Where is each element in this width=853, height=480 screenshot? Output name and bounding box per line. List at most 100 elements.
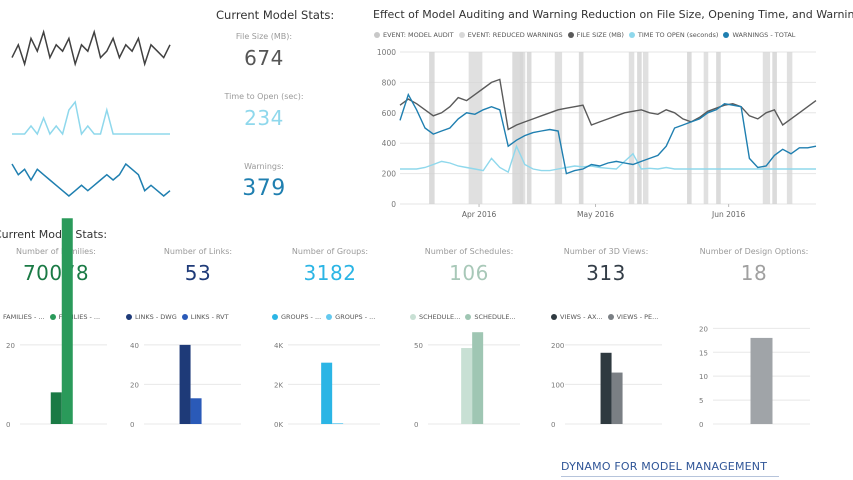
legend-label: LINKS - RVT [190, 313, 229, 321]
legend-dot-icon [49, 314, 56, 320]
legend-dot-icon [126, 314, 132, 320]
legend-label: LINKS - DWG [135, 313, 177, 321]
y-tick-label: 100 [551, 381, 564, 389]
footer-underline [561, 476, 779, 477]
legend-label: TIME TO OPEN (seconds) [637, 31, 719, 39]
legend-item[interactable]: SCHEDULE... [410, 313, 460, 321]
sparkline-warnings [11, 162, 171, 197]
bar-chart-schedules: 0 50 [414, 332, 520, 429]
bar[interactable] [611, 372, 623, 424]
y-tick-label: 0 [130, 421, 134, 429]
main-chart-legend: EVENT: MODEL AUDIT EVENT: REDUCED WARNING… [374, 31, 800, 39]
bar[interactable] [179, 344, 191, 424]
y-tick-label: 0K [274, 421, 283, 429]
legend-dot-icon [410, 314, 416, 320]
legend-dot-icon [628, 32, 635, 38]
x-tick-label: May 2016 [577, 210, 614, 219]
sparkline-path [11, 162, 171, 197]
kpi-label: Number of 3D Views: [563, 247, 649, 256]
legend-label: VIEWS - AX... [560, 313, 603, 321]
legend-dot-icon [374, 32, 380, 38]
bar[interactable] [190, 398, 202, 424]
bar-chart-groups: 0K 2K 4K [274, 342, 380, 429]
legend-label: VIEWS - PE... [616, 313, 659, 321]
legend-item[interactable]: WARNINGS - TOTAL [723, 31, 795, 39]
time-to-open-label: Time to Open (sec): [224, 92, 304, 101]
y-tick-label: 0 [414, 421, 418, 429]
y-tick-label: 4K [274, 342, 283, 350]
bar[interactable] [472, 332, 484, 424]
event-band [628, 52, 635, 204]
bar-chart-legend: FAMILIES - ... FAMILIES - ... [0, 313, 105, 321]
y-tick-label: 15 [699, 349, 708, 357]
y-tick-label: 600 [382, 109, 397, 118]
legend-dot-icon [181, 314, 188, 320]
bar[interactable] [750, 337, 773, 424]
event-band [429, 52, 435, 204]
time-to-open-value: 234 [244, 106, 284, 130]
sparkline-path [12, 100, 170, 136]
legend-item[interactable]: VIEWS - PE... [607, 313, 659, 321]
legend-item[interactable]: SCHEDULE... [465, 313, 516, 321]
kpi-value: 313 [586, 261, 626, 285]
legend-label: WARNINGS - TOTAL [732, 31, 796, 39]
legend-item[interactable]: FILE SIZE (MB) [567, 31, 624, 39]
legend-dot-icon [458, 32, 465, 38]
y-tick-label: 40 [130, 342, 139, 350]
bar-chart-design-options: 0 5 10 15 20 [699, 325, 810, 429]
bar[interactable] [321, 362, 333, 424]
legend-label: EVENT: REDUCED WARNINGS [467, 31, 563, 39]
legend-item[interactable]: FAMILIES - ... [0, 313, 45, 321]
bar-chart-legend: GROUPS - ... GROUPS - ... [272, 313, 380, 321]
event-band [716, 52, 721, 204]
event-band [762, 52, 771, 204]
legend-item[interactable]: GROUPS - ... [272, 313, 321, 321]
bar-chart-legend: VIEWS - AX... VIEWS - PE... [551, 313, 663, 321]
y-tick-label: 800 [382, 78, 397, 87]
bar-chart-3d-views: 0 100 200 [551, 342, 662, 429]
kpi-label: Number of Groups: [291, 247, 369, 256]
legend-dot-icon [607, 314, 614, 320]
event-band [519, 52, 526, 204]
warnings-value: 379 [242, 176, 286, 201]
series-line [399, 78, 817, 131]
series-line [399, 92, 817, 175]
main-line-chart: 0 200 400 600 800 1000 Apr 2016 May 2016 Jun 201… [377, 48, 817, 219]
legend-item[interactable]: EVENT: MODEL AUDIT [374, 31, 454, 39]
legend-item[interactable]: VIEWS - AX... [551, 313, 603, 321]
y-tick-label: 10 [699, 373, 708, 381]
series-line [400, 144, 816, 174]
kpi-value: 106 [449, 261, 489, 285]
legend-item[interactable]: LINKS - DWG [126, 313, 177, 321]
legend-dot-icon [465, 314, 472, 320]
event-band [468, 52, 483, 204]
bar[interactable] [600, 352, 612, 424]
bar[interactable] [332, 423, 344, 424]
bar-chart-families: 0 20 [6, 218, 107, 429]
legend-item[interactable]: FAMILIES - ... [49, 313, 100, 321]
kpi-value: 70078 [22, 261, 90, 285]
event-band [554, 52, 563, 204]
x-tick-label: Apr 2016 [462, 210, 497, 219]
legend-label: SCHEDULE... [419, 313, 461, 321]
legend-label: FILE SIZE (MB) [576, 31, 624, 39]
bar-chart-legend: LINKS - DWG LINKS - RVT [126, 313, 234, 321]
legend-label: SCHEDULE... [474, 313, 516, 321]
legend-item[interactable]: LINKS - RVT [181, 313, 229, 321]
event-band [703, 52, 709, 204]
legend-dot-icon [551, 314, 557, 320]
y-tick-label: 200 [551, 342, 564, 350]
event-band [642, 52, 649, 204]
legend-label: GROUPS - ... [335, 313, 376, 321]
bar[interactable] [461, 348, 473, 424]
event-band [687, 52, 692, 204]
event-band [526, 52, 532, 204]
bar[interactable] [61, 218, 73, 424]
y-tick-label: 20 [130, 381, 139, 389]
bar-chart-links: 0 20 40 [130, 342, 241, 429]
bar[interactable] [50, 392, 62, 424]
legend-item[interactable]: TIME TO OPEN (seconds) [628, 31, 719, 39]
legend-item[interactable]: GROUPS - ... [326, 313, 375, 321]
legend-item[interactable]: EVENT: REDUCED WARNINGS [458, 31, 563, 39]
kpi-label: Number of Schedules: [424, 247, 514, 256]
